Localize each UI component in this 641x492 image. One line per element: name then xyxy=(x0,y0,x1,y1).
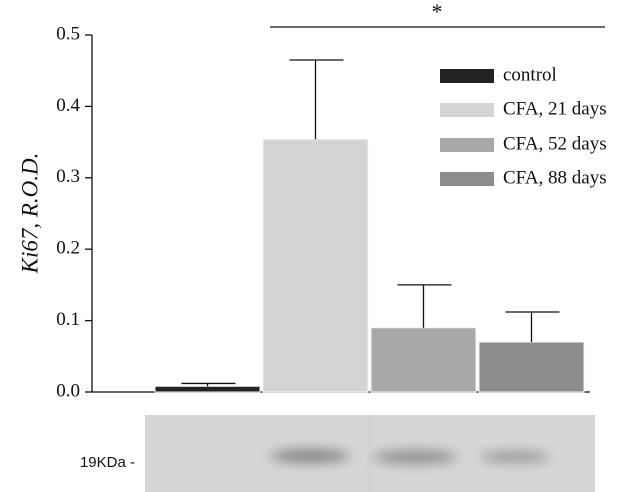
legend-swatch xyxy=(440,103,494,117)
y-tick-label: 0.0 xyxy=(56,380,80,401)
legend-swatch xyxy=(440,138,494,152)
error-bar xyxy=(506,312,560,342)
significance-mark: * xyxy=(432,0,443,24)
legend-label: control xyxy=(503,64,557,85)
y-tick-label: 0.2 xyxy=(56,238,80,259)
blot-label: 19KDa - xyxy=(80,454,135,471)
error-bar xyxy=(398,285,452,328)
western-blot xyxy=(145,415,595,492)
bar xyxy=(371,328,476,392)
bar xyxy=(263,139,368,392)
chart: Ki67, R.O.D. * 19KDa - 0.0 0.1 0.2 0.3 0.4 0.… xyxy=(0,0,641,492)
y-tick-label: 0.4 xyxy=(56,95,80,116)
legend-label: CFA, 88 days xyxy=(503,167,607,188)
y-tick-label: 0.1 xyxy=(56,309,80,330)
legend-label: CFA, 52 days xyxy=(503,133,607,154)
legend-swatch xyxy=(440,69,494,83)
blot-band xyxy=(480,452,550,462)
error-bar xyxy=(290,60,344,139)
blot-band xyxy=(270,450,350,462)
bar xyxy=(155,386,260,392)
legend-swatch xyxy=(440,172,494,186)
y-tick-label: 0.3 xyxy=(56,166,80,187)
legend-label: CFA, 21 days xyxy=(503,98,607,119)
y-axis-label: Ki67, R.O.D. xyxy=(17,153,42,275)
blot-band xyxy=(373,451,457,463)
y-tick-label: 0.5 xyxy=(56,23,80,44)
bar xyxy=(479,342,584,392)
